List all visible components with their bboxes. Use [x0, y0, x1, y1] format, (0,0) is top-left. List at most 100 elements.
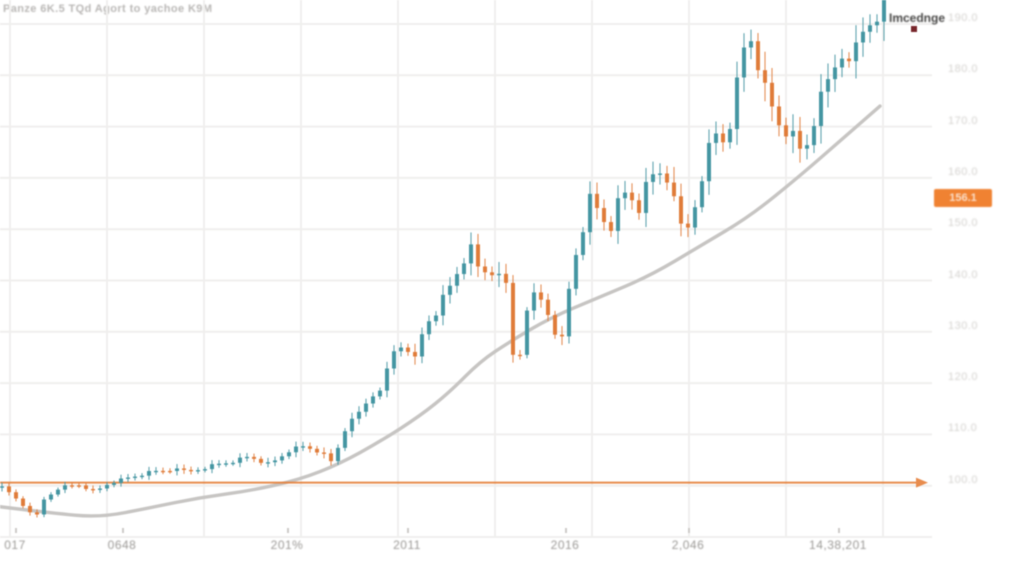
candle-body [147, 471, 151, 476]
candle-body [679, 196, 683, 224]
price-axis-label: 140.0 [948, 268, 979, 281]
time-axis-label: 2,046 [671, 538, 705, 552]
candle-body [756, 41, 760, 71]
candle-body [651, 174, 655, 182]
candle-body [266, 462, 270, 464]
candle-body [420, 334, 424, 357]
price-axis-label: 150.0 [948, 217, 979, 230]
price-axis-label: 100.0 [948, 473, 979, 486]
level-line-arrow-icon [916, 477, 928, 488]
candle-body [819, 91, 823, 127]
candle-body [287, 452, 291, 457]
candle-body [483, 266, 487, 273]
candle-body [833, 67, 837, 80]
candle-body [0, 486, 4, 488]
candle-body [868, 25, 872, 32]
legend-marker-icon [911, 26, 917, 32]
candle-body [56, 489, 60, 495]
candle-body [875, 21, 879, 26]
candle-body [574, 254, 578, 289]
candle-body [28, 505, 32, 513]
price-axis-label: 120.0 [948, 371, 979, 384]
candle-body [448, 285, 452, 295]
candle-body [588, 193, 592, 233]
candle-body [385, 368, 389, 391]
time-axis-label: 0648 [107, 538, 137, 552]
candle-body [105, 484, 109, 489]
candle-body [805, 145, 809, 149]
chart-area[interactable] [0, 0, 932, 540]
candle-body [245, 456, 249, 459]
candle-body [581, 232, 585, 255]
candle-body [35, 512, 39, 515]
candle-body [784, 125, 788, 137]
candle-body [749, 41, 753, 48]
candle-body [644, 181, 648, 213]
candle-body [392, 351, 396, 369]
candle-body [798, 130, 802, 149]
candle-body [616, 198, 620, 231]
price-axis-label: 190.0 [948, 12, 979, 24]
candle-body [826, 79, 830, 92]
last-price-badge: 156.1 [934, 188, 992, 207]
candle-body [413, 351, 417, 357]
time-axis-tick [122, 528, 124, 533]
candle-body [518, 354, 522, 357]
candle-body [511, 282, 515, 355]
candle-body [735, 77, 739, 130]
candle-body [441, 294, 445, 316]
candle-body [455, 274, 459, 286]
candle-body [504, 273, 508, 283]
candle-body [371, 396, 375, 404]
candle-body [812, 126, 816, 146]
candle-body [210, 464, 214, 470]
candle-body [126, 477, 130, 479]
candle-body [329, 453, 333, 462]
price-axis-label: 160.0 [948, 165, 979, 178]
candle-body [770, 82, 774, 107]
candle-body [350, 418, 354, 432]
candle-body [280, 456, 284, 461]
candle-body [672, 182, 676, 197]
candlestick-chart-canvas[interactable] [0, 0, 932, 540]
candle-body [182, 468, 186, 470]
candle-body [378, 390, 382, 397]
candle-body [847, 58, 851, 62]
candle-body [553, 314, 557, 335]
time-axis-label: 017 [4, 538, 26, 552]
candle-body [364, 403, 368, 412]
price-axis-label: 170.0 [948, 114, 979, 127]
candle-body [21, 498, 25, 506]
time-axis: 017 0648 201% 2011 2016 2,046 14,38,201 [0, 528, 1024, 568]
candle-body [14, 492, 18, 499]
candle-body [238, 457, 242, 463]
candle-body [791, 130, 795, 137]
candle-body [686, 223, 690, 228]
candle-body [399, 347, 403, 352]
candle-body [259, 458, 263, 463]
price-axis: 190.0 180.0 170.0 160.0 150.0 140.0 130.0 120.0… [944, 0, 1024, 540]
candle-body [63, 485, 67, 490]
candle-body [560, 334, 564, 337]
candle-body [707, 142, 711, 182]
candle-body [84, 485, 88, 489]
candle-body [861, 31, 865, 43]
candle-body [490, 272, 494, 276]
price-axis-label: 180.0 [948, 63, 979, 76]
candle-body [119, 478, 123, 483]
candle-body [840, 58, 844, 68]
candle-body [294, 446, 298, 453]
candle-body [476, 244, 480, 267]
candle-body [525, 310, 529, 355]
candle-body [91, 488, 95, 491]
candle-body [532, 292, 536, 311]
candle-body [98, 488, 102, 490]
candle-body [406, 347, 410, 352]
price-axis-label: 110.0 [948, 422, 978, 435]
time-axis-label: 201% [270, 538, 304, 552]
candle-body [301, 446, 305, 448]
candle-body [693, 207, 697, 228]
candle-body [133, 476, 137, 478]
last-price-value: 156.1 [949, 191, 977, 204]
